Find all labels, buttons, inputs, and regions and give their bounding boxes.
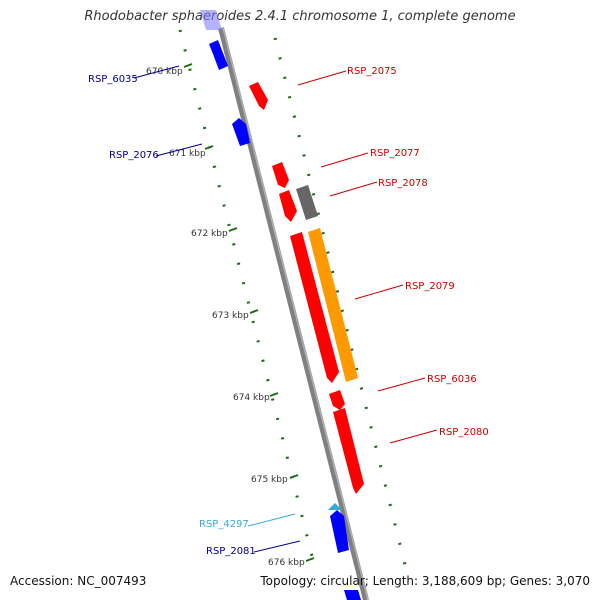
tick-mark-674 <box>269 392 279 397</box>
leader-RSP_2075 <box>297 70 347 86</box>
tick-mark-670 <box>183 63 193 68</box>
inner-dotted-track <box>178 29 315 561</box>
label-RSP_2079[interactable]: RSP_2079 <box>405 281 455 292</box>
gene-bottom-partial[interactable] <box>344 590 361 600</box>
tick-mark-671 <box>204 145 214 150</box>
cds-RSP_2079[interactable] <box>308 228 358 382</box>
genome-summary-text: Topology: circular; Length: 3,188,609 bp… <box>260 574 590 588</box>
gene-RSP_2079[interactable] <box>290 232 339 383</box>
label-RSP_6035[interactable]: RSP_6035 <box>88 74 138 85</box>
kbp-tick-marks <box>183 63 315 562</box>
gene-RSP_2076[interactable] <box>232 118 250 146</box>
tick-mark-672 <box>228 227 238 232</box>
genome-backbone-highlight <box>222 27 369 600</box>
tick-label-670: 670 kbp <box>146 67 183 77</box>
gene-RSP_2075[interactable] <box>249 82 268 110</box>
leader-RSP_4297 <box>247 513 296 527</box>
gene-RSP_6036[interactable] <box>329 390 345 410</box>
leader-RSP_6036 <box>377 377 426 392</box>
leader-RSP_2076 <box>155 143 203 157</box>
rna-RSP_4297[interactable] <box>328 503 342 510</box>
tick-mark-676 <box>305 557 315 562</box>
leader-RSP_2080 <box>389 429 438 444</box>
label-RSP_2075[interactable]: RSP_2075 <box>347 66 397 77</box>
tick-label-671: 671 kbp <box>169 149 206 159</box>
label-RSP_2078[interactable]: RSP_2078 <box>378 178 428 189</box>
gene-RSP_2078[interactable] <box>296 185 318 220</box>
label-RSP_6036[interactable]: RSP_6036 <box>427 374 477 385</box>
label-RSP_2076[interactable]: RSP_2076 <box>109 150 159 161</box>
leader-RSP_2079 <box>354 284 404 300</box>
leader-RSP_2078 <box>329 181 378 197</box>
tick-mark-675 <box>289 474 299 479</box>
gene-RSP_2080[interactable] <box>333 408 364 494</box>
label-RSP_2081[interactable]: RSP_2081 <box>206 546 256 557</box>
label-RSP_2080[interactable]: RSP_2080 <box>439 427 489 438</box>
gene-RSP_2081[interactable] <box>330 510 349 553</box>
tick-label-672: 672 kbp <box>191 229 228 239</box>
tick-label-673: 673 kbp <box>212 311 249 321</box>
map-title: Rhodobacter sphaeroides 2.4.1 chromosome… <box>84 9 516 24</box>
accession-text: Accession: NC_007493 <box>10 574 147 588</box>
gene-RSP_2077[interactable] <box>272 162 289 188</box>
label-RSP_4297[interactable]: RSP_4297 <box>199 519 249 530</box>
leader-RSP_2077 <box>320 152 369 168</box>
leader-RSP_6035 <box>133 65 180 79</box>
label-RSP_2077[interactable]: RSP_2077 <box>370 148 420 159</box>
gene-top-partial[interactable] <box>200 10 222 30</box>
gene-RSP_6035[interactable] <box>209 40 228 70</box>
leader-RSP_2081 <box>253 540 301 553</box>
tick-label-674: 674 kbp <box>233 393 270 403</box>
tick-label-676: 676 kbp <box>268 558 305 568</box>
tick-label-675: 675 kbp <box>251 475 288 485</box>
tick-mark-673 <box>249 309 259 314</box>
gene-RSP_2078-red[interactable] <box>279 190 297 222</box>
